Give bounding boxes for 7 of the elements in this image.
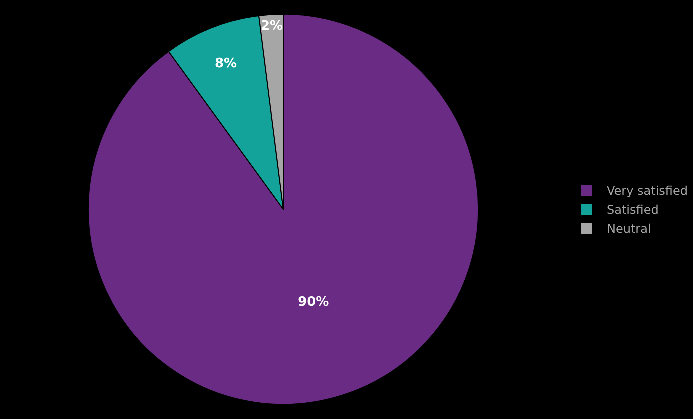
legend-label: Very satisfied (607, 184, 688, 198)
legend-label: Satisfied (607, 203, 659, 218)
data-label: 8% (214, 56, 238, 72)
pie-slice (88, 14, 479, 405)
data-label: 2% (260, 18, 284, 34)
data-label: 90% (298, 294, 330, 310)
legend-label: Neutral (607, 222, 652, 236)
